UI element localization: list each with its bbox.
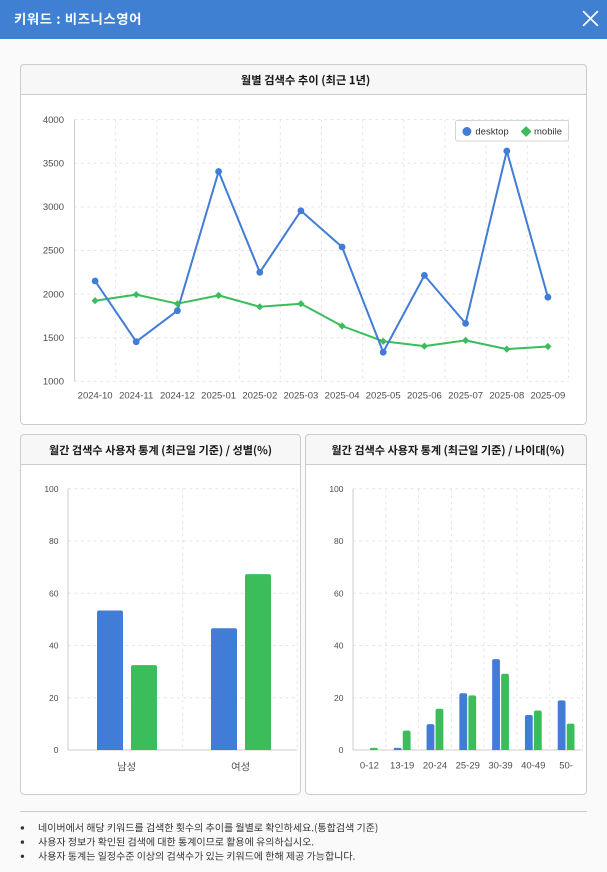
svg-text:60: 60 (334, 588, 344, 598)
svg-text:2024-10: 2024-10 (78, 391, 113, 402)
svg-text:desktop: desktop (475, 127, 508, 138)
svg-text:2025-06: 2025-06 (407, 391, 442, 402)
svg-text:50-: 50- (559, 760, 573, 771)
svg-text:2024-12: 2024-12 (160, 391, 195, 402)
svg-text:2025-07: 2025-07 (448, 391, 483, 402)
svg-text:1000: 1000 (43, 377, 64, 388)
svg-text:2000: 2000 (43, 289, 64, 300)
svg-text:20: 20 (49, 693, 59, 703)
svg-text:100: 100 (44, 484, 58, 494)
svg-text:2025-01: 2025-01 (201, 391, 236, 402)
svg-text:0: 0 (54, 745, 59, 755)
svg-text:80: 80 (49, 536, 59, 546)
svg-text:2025-04: 2025-04 (325, 391, 360, 402)
svg-text:2025-05: 2025-05 (366, 391, 401, 402)
svg-text:25-29: 25-29 (456, 760, 480, 771)
svg-text:0: 0 (339, 745, 344, 755)
svg-text:20: 20 (334, 693, 344, 703)
svg-text:100: 100 (329, 484, 343, 494)
svg-text:2500: 2500 (43, 246, 64, 257)
svg-text:80: 80 (334, 536, 344, 546)
svg-text:20-24: 20-24 (423, 760, 447, 771)
svg-text:3000: 3000 (43, 202, 64, 213)
svg-text:1500: 1500 (43, 333, 64, 344)
svg-text:2025-02: 2025-02 (242, 391, 277, 402)
svg-text:13-19: 13-19 (390, 760, 414, 771)
svg-text:40: 40 (49, 641, 59, 651)
svg-text:40-49: 40-49 (521, 760, 545, 771)
svg-text:0-12: 0-12 (360, 760, 379, 771)
svg-text:mobile: mobile (534, 127, 562, 138)
svg-text:2025-09: 2025-09 (530, 391, 565, 402)
svg-text:2025-03: 2025-03 (283, 391, 318, 402)
svg-text:3500: 3500 (43, 158, 64, 169)
svg-text:30-39: 30-39 (488, 760, 512, 771)
svg-text:40: 40 (334, 641, 344, 651)
svg-text:4000: 4000 (43, 115, 64, 126)
svg-text:60: 60 (49, 588, 59, 598)
svg-text:2024-11: 2024-11 (119, 391, 153, 402)
svg-text:2025-08: 2025-08 (489, 391, 524, 402)
